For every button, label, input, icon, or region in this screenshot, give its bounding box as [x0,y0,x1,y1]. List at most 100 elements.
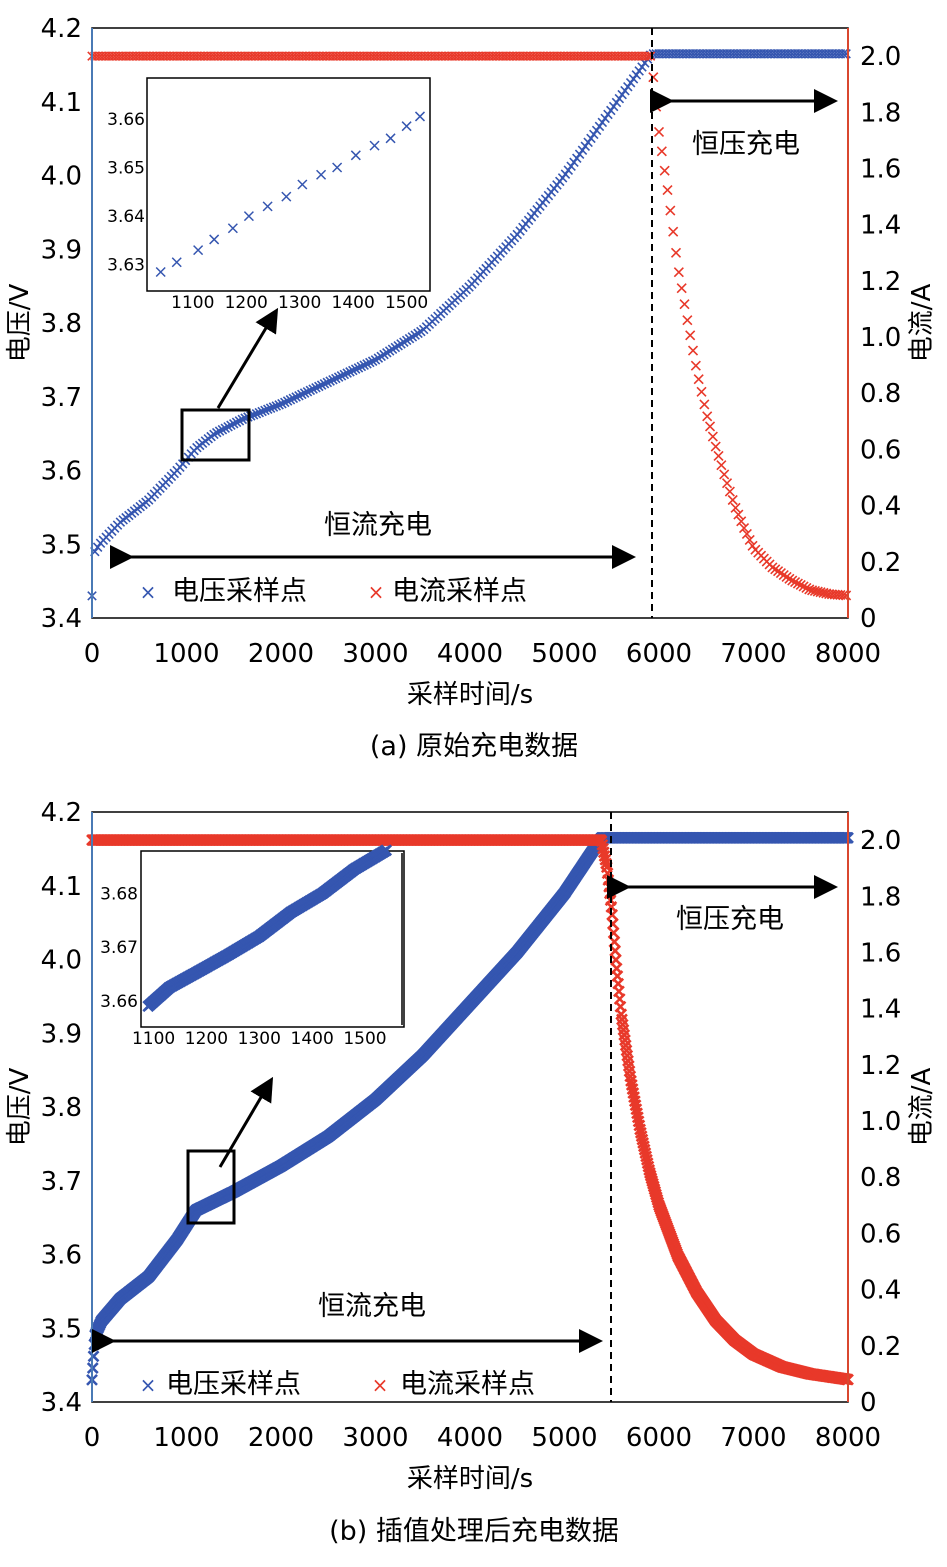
y-right-tick-label: 0.2 [860,548,901,578]
current-marker [741,528,752,540]
voltage-marker [311,382,321,393]
voltage-marker [305,385,316,396]
current-marker [804,584,815,595]
legend-voltage-marker: × [140,580,157,604]
voltage-marker [328,375,338,385]
y-right-tick-label: 1.0 [860,323,901,353]
y-left-tick-labels-b: 3.4 3.5 3.6 3.7 3.8 3.9 4.0 4.1 4.2 [41,798,82,1418]
y-right-tick-labels-a: 0 0.2 0.4 0.6 0.8 1.0 1.2 1.4 1.6 1.8 2.… [860,42,901,634]
current-marker [801,582,812,594]
inset-y-tick-label: 3.65 [107,158,145,178]
inset-x-tick-label: 1300 [278,293,321,313]
y-right-tick-label: 1.4 [860,211,901,241]
voltage-marker [319,379,330,389]
y-right-tick-label: 1.2 [860,267,901,297]
y-left-axis-label-b: 电压/V [5,1068,35,1147]
y-left-tick-labels-a: 3.4 3.5 3.6 3.7 3.8 3.9 4.0 4.1 4.2 [41,14,82,634]
voltage-marker [254,407,265,418]
current-marker [798,581,809,592]
voltage-marker [342,368,352,378]
x-axis-label-b: 采样时间/s [407,1464,533,1494]
zoom-box-a [180,408,251,462]
inset-voltage-marker [243,211,254,222]
voltage-marker [251,408,262,419]
x-tick-label: 5000 [531,1423,597,1453]
x-tick-label: 7000 [720,639,786,669]
current-marker [710,441,721,452]
caption-b: (b) 插值处理后充电数据 [329,1516,619,1547]
current-marker [656,146,667,157]
zoom-arrow-b [218,1076,274,1168]
y-left-tick-label: 4.1 [41,88,82,118]
y-right-tick-label: 0.6 [860,435,901,465]
voltage-marker [348,365,358,376]
inset-voltage-marker [369,140,380,151]
inset-x-tick-label: 1200 [185,1029,228,1049]
inset-x-tick-label: 1100 [171,293,214,313]
inset-y-tick-labels-b: 3.66 3.67 3.68 [100,884,138,1012]
current-marker [838,590,849,601]
y-left-tick-label: 3.6 [41,1241,82,1271]
voltage-marker [280,397,290,408]
current-marker [790,576,801,588]
current-marker [659,165,670,176]
voltage-marker [263,404,273,415]
y-left-axis-label-a: 电压/V [5,284,35,363]
voltage-marker [87,1350,100,1363]
x-tick-label: 0 [84,1423,101,1453]
inset-voltage-marker [193,245,204,256]
y-right-tick-label: 0.4 [860,1276,901,1306]
inset-frame-a [146,77,431,292]
inset-voltage-marker [332,162,343,173]
y-right-tick-label: 0.8 [860,1163,901,1193]
voltage-marker [563,165,574,175]
cc-annotation-b: 恒流充电 [318,1291,426,1322]
current-marker [713,450,724,461]
voltage-marker [572,153,582,164]
inset-voltage-marker [155,266,166,278]
voltage-marker [577,145,588,156]
x-tick-label: 5000 [531,639,597,669]
y-left-tick-label: 3.9 [41,1019,82,1049]
voltage-marker [282,396,293,406]
y-left-tick-label: 3.7 [41,383,82,413]
x-tick-label: 2000 [248,639,314,669]
inset-x-tick-label: 1500 [385,293,428,313]
y-right-tick-label: 1.0 [860,1107,901,1137]
legend-current-marker: × [368,580,385,604]
x-tick-label: 4000 [437,1423,503,1453]
current-marker [676,283,687,294]
inset-y-tick-label: 3.63 [107,256,145,276]
x-tick-label: 1000 [153,639,219,669]
voltage-marker [353,363,364,373]
voltage-marker [838,49,849,59]
inset-voltage-marker [262,201,273,212]
inset-marks-a [155,111,426,278]
inset-x-tick-label: 1200 [225,293,268,313]
voltage-marker [237,414,248,425]
current-marker [651,101,662,112]
voltage-marker [569,157,579,167]
voltage-marker [586,133,596,144]
x-tick-label: 8000 [815,639,881,669]
current-marker [653,126,665,138]
voltage-marker [231,417,242,428]
current-marker [787,575,798,586]
x-tick-label: 1000 [153,1423,219,1453]
inset-voltage-marker [209,234,220,245]
inset-x-tick-labels-a: 1100 1200 1300 1400 1500 [171,293,428,313]
current-marker [645,51,656,61]
current-marker [648,72,659,83]
y-right-axis-label-a: 电流/A [907,284,937,363]
voltage-marker [291,392,301,402]
voltage-marker [580,141,591,152]
legend-current-marker: × [372,1373,389,1397]
x-tick-label: 3000 [342,1423,408,1453]
voltage-marker [597,117,608,128]
voltage-marker [594,121,605,132]
voltage-marker [583,137,593,148]
current-marker [727,494,738,506]
current-marker [702,411,713,422]
voltage-marker [274,400,284,410]
current-marker [721,478,733,489]
